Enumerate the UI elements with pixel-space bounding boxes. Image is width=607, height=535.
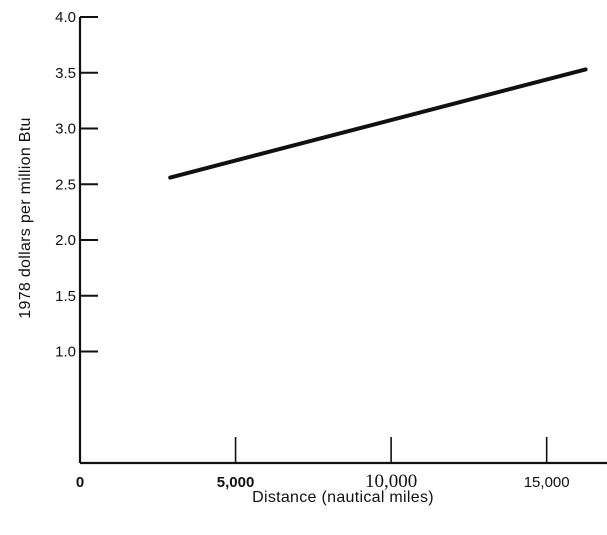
chart-series bbox=[168, 67, 588, 180]
y-tick-label: 4.0 bbox=[55, 9, 76, 26]
y-axis-title: 1978 dollars per million Btu bbox=[17, 117, 34, 318]
y-tick-label: 2.5 bbox=[55, 176, 76, 193]
y-tick-label: 2.0 bbox=[55, 232, 76, 249]
x-tick-label: 15,000 bbox=[524, 474, 570, 491]
x-tick-label: 5,000 bbox=[217, 474, 255, 491]
y-tick-label: 3.5 bbox=[55, 65, 76, 82]
y-tick-label: 1.5 bbox=[55, 288, 76, 305]
y-tick-label: 1.0 bbox=[55, 344, 76, 361]
series-line bbox=[168, 67, 588, 180]
x-axis-title: Distance (nautical miles) bbox=[252, 489, 434, 506]
y-tick-label: 3.0 bbox=[55, 121, 76, 138]
chart-ticks: 1.0 1.5 2.0 2.5 3.0 3.5 4.0 0 5,000 10,000 15,000 bbox=[55, 9, 569, 492]
x-tick-label: 10,000 bbox=[365, 471, 417, 492]
x-tick-label: 0 bbox=[76, 474, 84, 491]
